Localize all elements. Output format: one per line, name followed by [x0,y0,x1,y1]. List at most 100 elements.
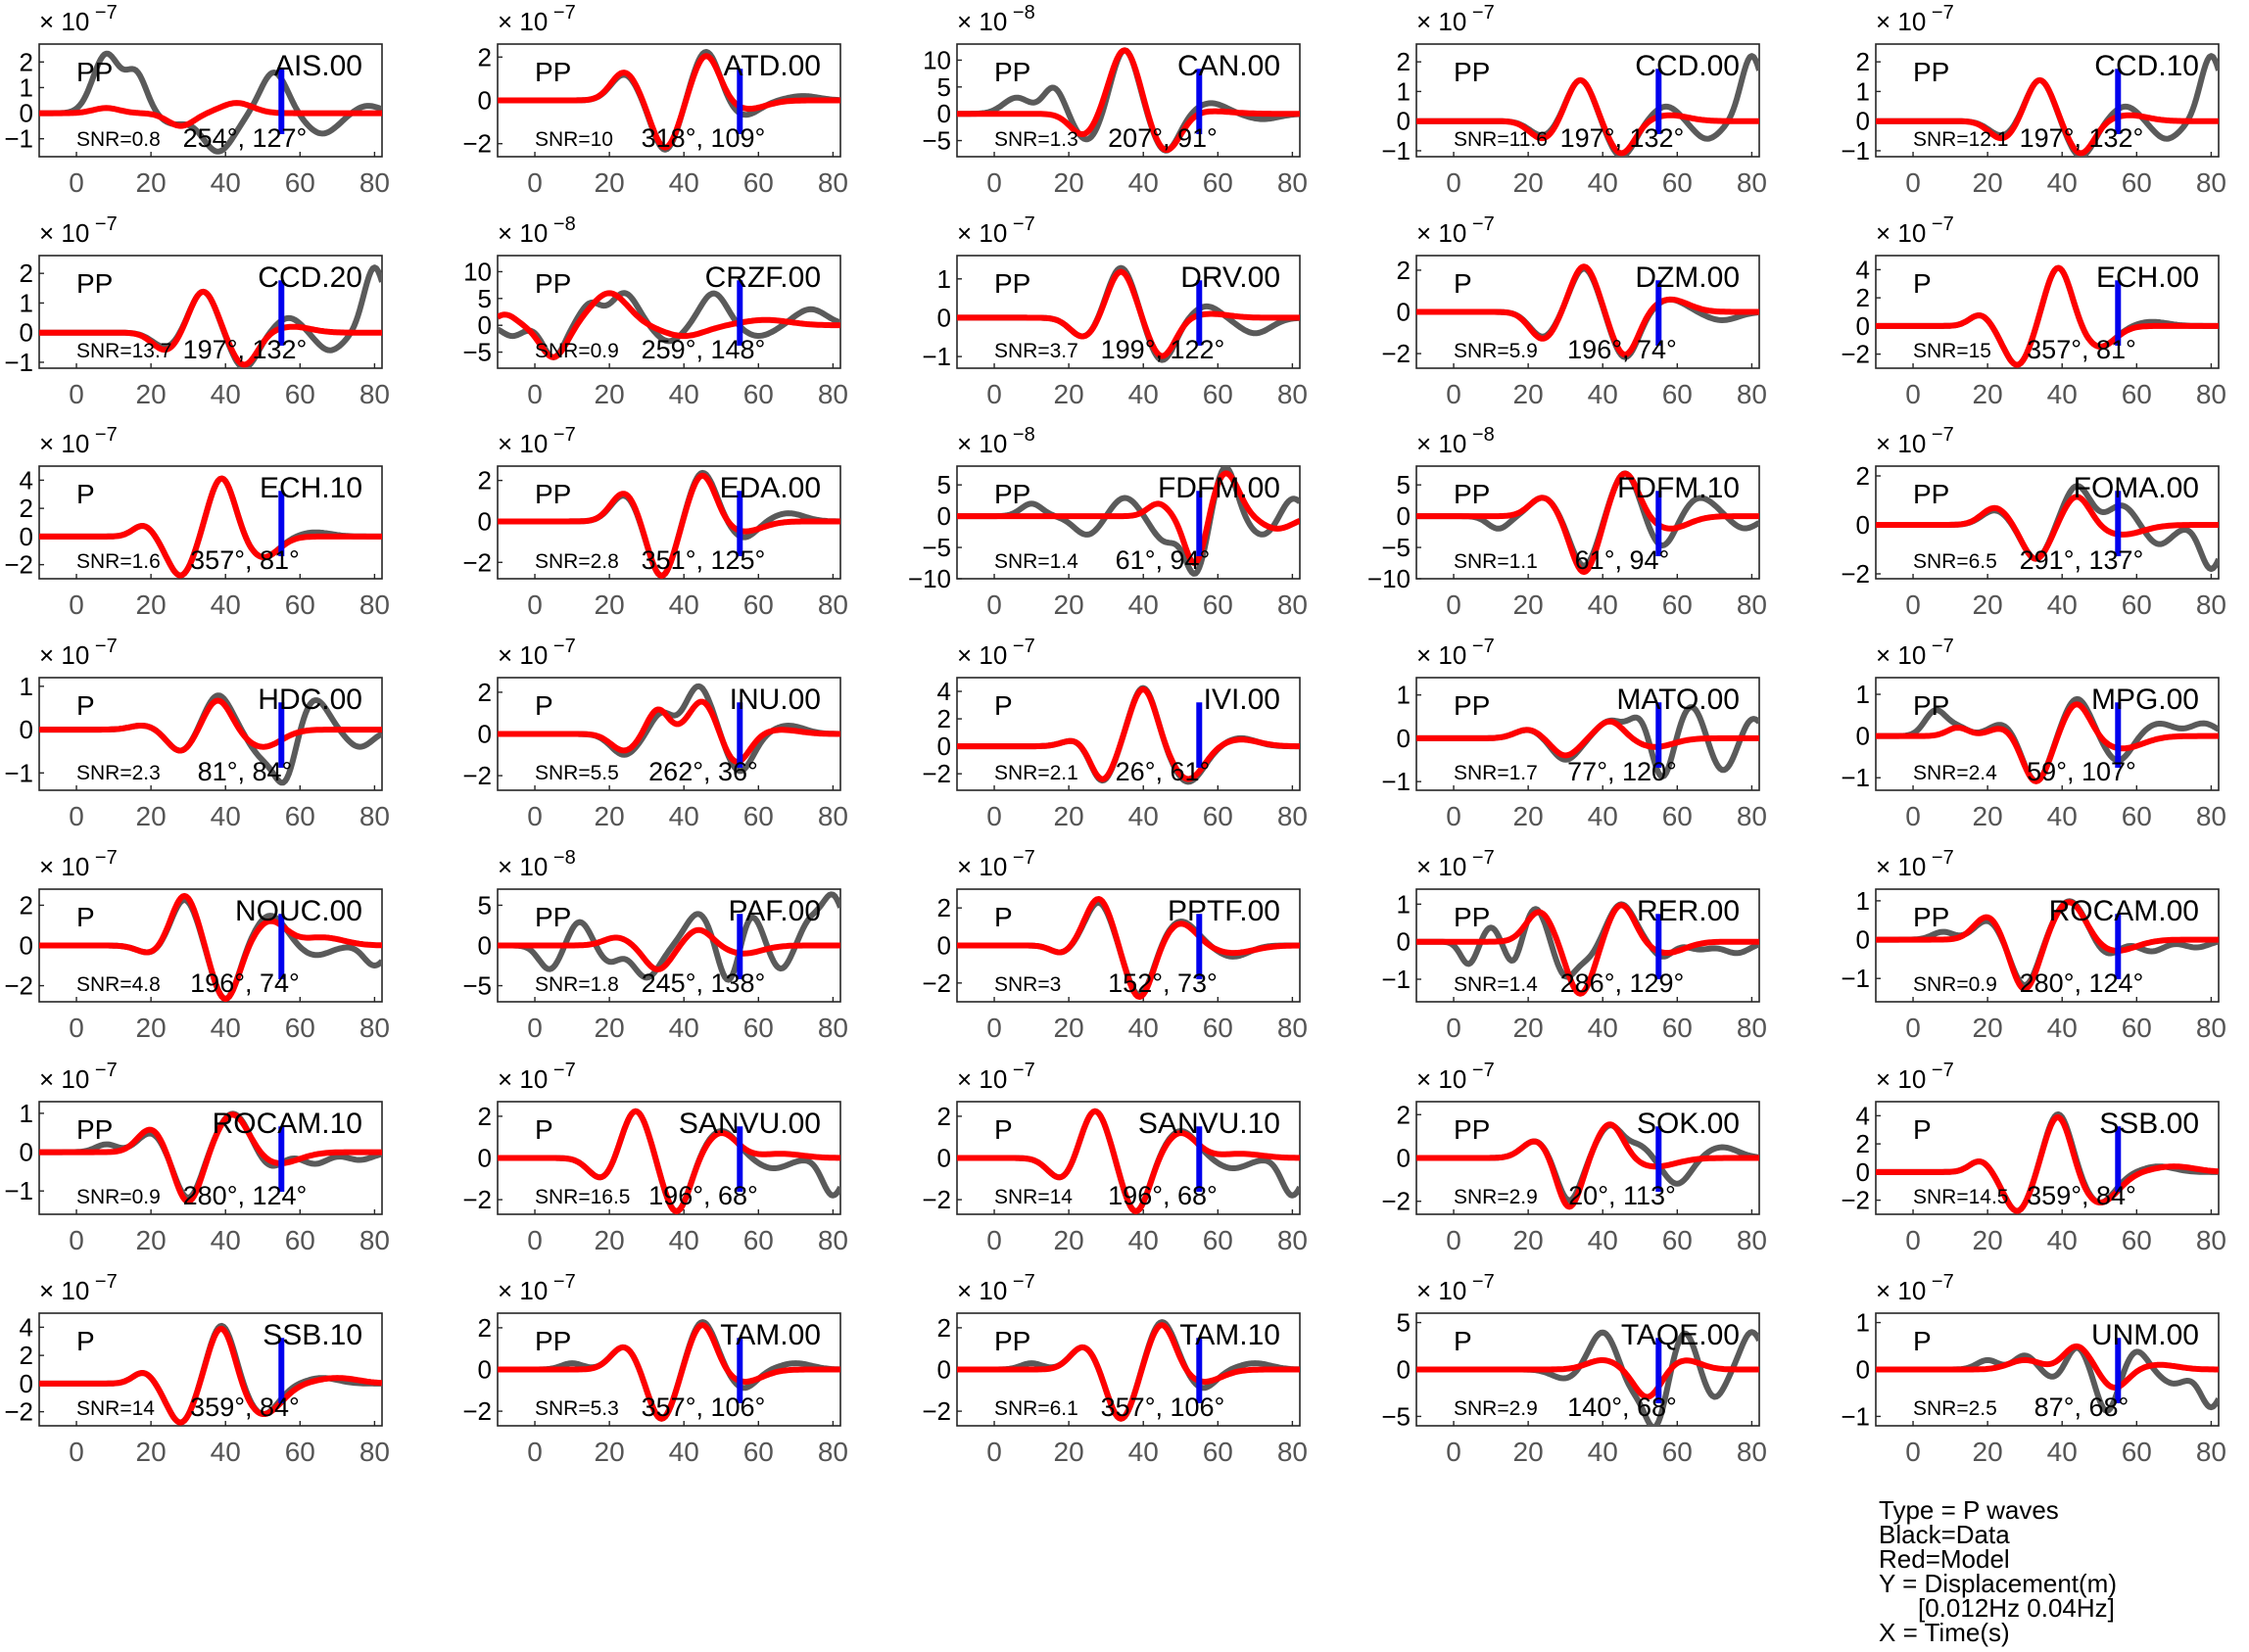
y-tick-label: −1 [4,758,33,787]
snr-label: SNR=3.7 [994,340,1078,362]
panel-rocam-10: 0 20 40 60 80 −1 0 1× 10 −7 PP ROCAM.10 SNR=0.9 280… [4,1060,390,1255]
y-tick-label: −5 [922,533,951,562]
x-tick-label: 80 [1277,1437,1308,1467]
y-tick-label: 0 [1856,1355,1870,1385]
model-trace [1876,76,2219,157]
panel-mato-00: 0 20 40 60 80 −1 0 1× 10 −7 PP MATO.00 SNR=1.7 77°,… [1381,636,1767,831]
y-tick-label: 5 [937,72,951,102]
snr-label: SNR=2.1 [994,762,1078,784]
y-exponent-label: × 10 −7 [957,213,1035,248]
y-exponent-label: × 10 −8 [957,2,1035,36]
panel-plot-area [957,896,1300,1000]
legend-type: Type = P waves [1879,1495,2059,1525]
y-exponent-label: × 10 −7 [1416,1060,1495,1094]
phase-label: PP [535,1326,571,1356]
x-tick-label: 80 [2196,379,2226,409]
x-tick-label: 60 [2122,167,2152,198]
x-tick-label: 0 [1905,801,1921,831]
panel-plot-area [957,684,1300,785]
data-trace [39,50,382,155]
azimuth-label: 280°, 124° [183,1181,308,1210]
snr-label: SNR=14.5 [1913,1186,2008,1208]
x-tick-label: 40 [211,590,241,620]
panel-tam-10: 0 20 40 60 80 −2 0 2× 10 −7 PP TAM.10 SNR=6.1 357°,… [922,1271,1308,1467]
x-tick-label: 80 [359,590,390,620]
phase-label: PP [1454,902,1490,932]
model-trace [1876,701,2219,784]
phase-label: PP [994,57,1030,87]
x-tick-label: 20 [1513,167,1544,198]
panel-unm-00: 0 20 40 60 80 −1 0 1× 10 −7 P UNM.00 SNR=2.5 87°, 6… [1841,1271,2226,1467]
phase-label: PP [994,479,1030,509]
legend-band: [0.012Hz 0.04Hz] [1918,1593,2115,1623]
snr-label: SNR=6.1 [994,1397,1078,1420]
y-tick-label: 5 [1397,470,1411,499]
y-tick-label: −2 [1841,559,1870,589]
model-trace [39,1111,382,1204]
y-exponent-label: × 10 −7 [1876,1271,1954,1305]
snr-label: SNR=1.3 [994,128,1078,151]
snr-label: SNR=6.5 [1913,550,1997,573]
y-tick-label: 2 [1397,1100,1411,1129]
legend-x-axis: X = Time(s) [1879,1618,2010,1647]
x-tick-label: 0 [986,379,1002,409]
snr-label: SNR=2.8 [535,550,619,573]
station-label: FOMA.00 [2074,472,2199,504]
y-tick-label: 0 [20,522,33,551]
y-exponent-label: × 10 −7 [498,636,576,670]
model-trace [39,697,382,754]
azimuth-label: 197°, 132° [1560,123,1685,153]
phase-label: P [535,690,553,721]
azimuth-label: 77°, 120° [1567,757,1677,786]
snr-label: SNR=2.5 [1913,1397,1997,1420]
x-tick-label: 20 [1973,1013,2003,1043]
phase-label: P [1913,268,1932,299]
x-tick-label: 60 [1662,590,1693,620]
panel-sok-00: 0 20 40 60 80 −2 0 2× 10 −7 PP SOK.00 SNR=2.9 20°, … [1381,1060,1767,1255]
x-tick-label: 40 [2047,1013,2078,1043]
y-tick-label: 2 [937,1102,951,1131]
snr-label: SNR=4.8 [76,973,161,996]
y-tick-label: 2 [478,466,492,496]
y-tick-label: 2 [20,1341,33,1370]
y-tick-label: −2 [1381,1187,1411,1216]
station-label: ECH.00 [2096,261,2199,294]
y-tick-label: 0 [478,720,492,749]
x-tick-label: 20 [1054,167,1084,198]
y-tick-label: −1 [1381,767,1411,796]
azimuth-label: 357°, 106° [642,1392,766,1422]
station-label: CCD.20 [258,261,362,294]
x-tick-label: 80 [2196,590,2226,620]
x-tick-label: 40 [1588,379,1618,409]
x-tick-label: 20 [1513,1013,1544,1043]
phase-label: PP [1913,57,1949,87]
x-tick-label: 80 [1277,801,1308,831]
x-tick-label: 60 [1662,379,1693,409]
y-exponent-label: × 10 −7 [498,424,576,458]
model-trace [1416,76,1759,157]
station-label: FDFM.10 [1617,472,1740,504]
station-label: HDC.00 [258,684,362,716]
y-tick-label: 2 [1397,256,1411,285]
azimuth-label: 318°, 109° [642,123,766,153]
panel-plot-area [1416,1329,1759,1426]
y-exponent-label: × 10 −7 [1876,636,1954,670]
x-tick-label: 60 [743,1013,774,1043]
panel-plot-area [39,892,382,1002]
y-tick-label: 0 [1856,722,1870,751]
x-tick-label: 0 [1446,379,1461,409]
panel-plot-area [1416,53,1759,157]
y-tick-label: 2 [478,42,492,71]
panel-plot-area [957,1319,1300,1422]
x-tick-label: 0 [986,1437,1002,1467]
x-tick-label: 40 [2047,1225,2078,1255]
panel-axes-box [956,43,1301,158]
y-tick-label: 0 [20,715,33,744]
panel-axes-box [38,43,383,158]
y-tick-label: −2 [922,759,951,788]
panel-plot-area [957,264,1300,363]
x-tick-label: 60 [1203,1437,1233,1467]
